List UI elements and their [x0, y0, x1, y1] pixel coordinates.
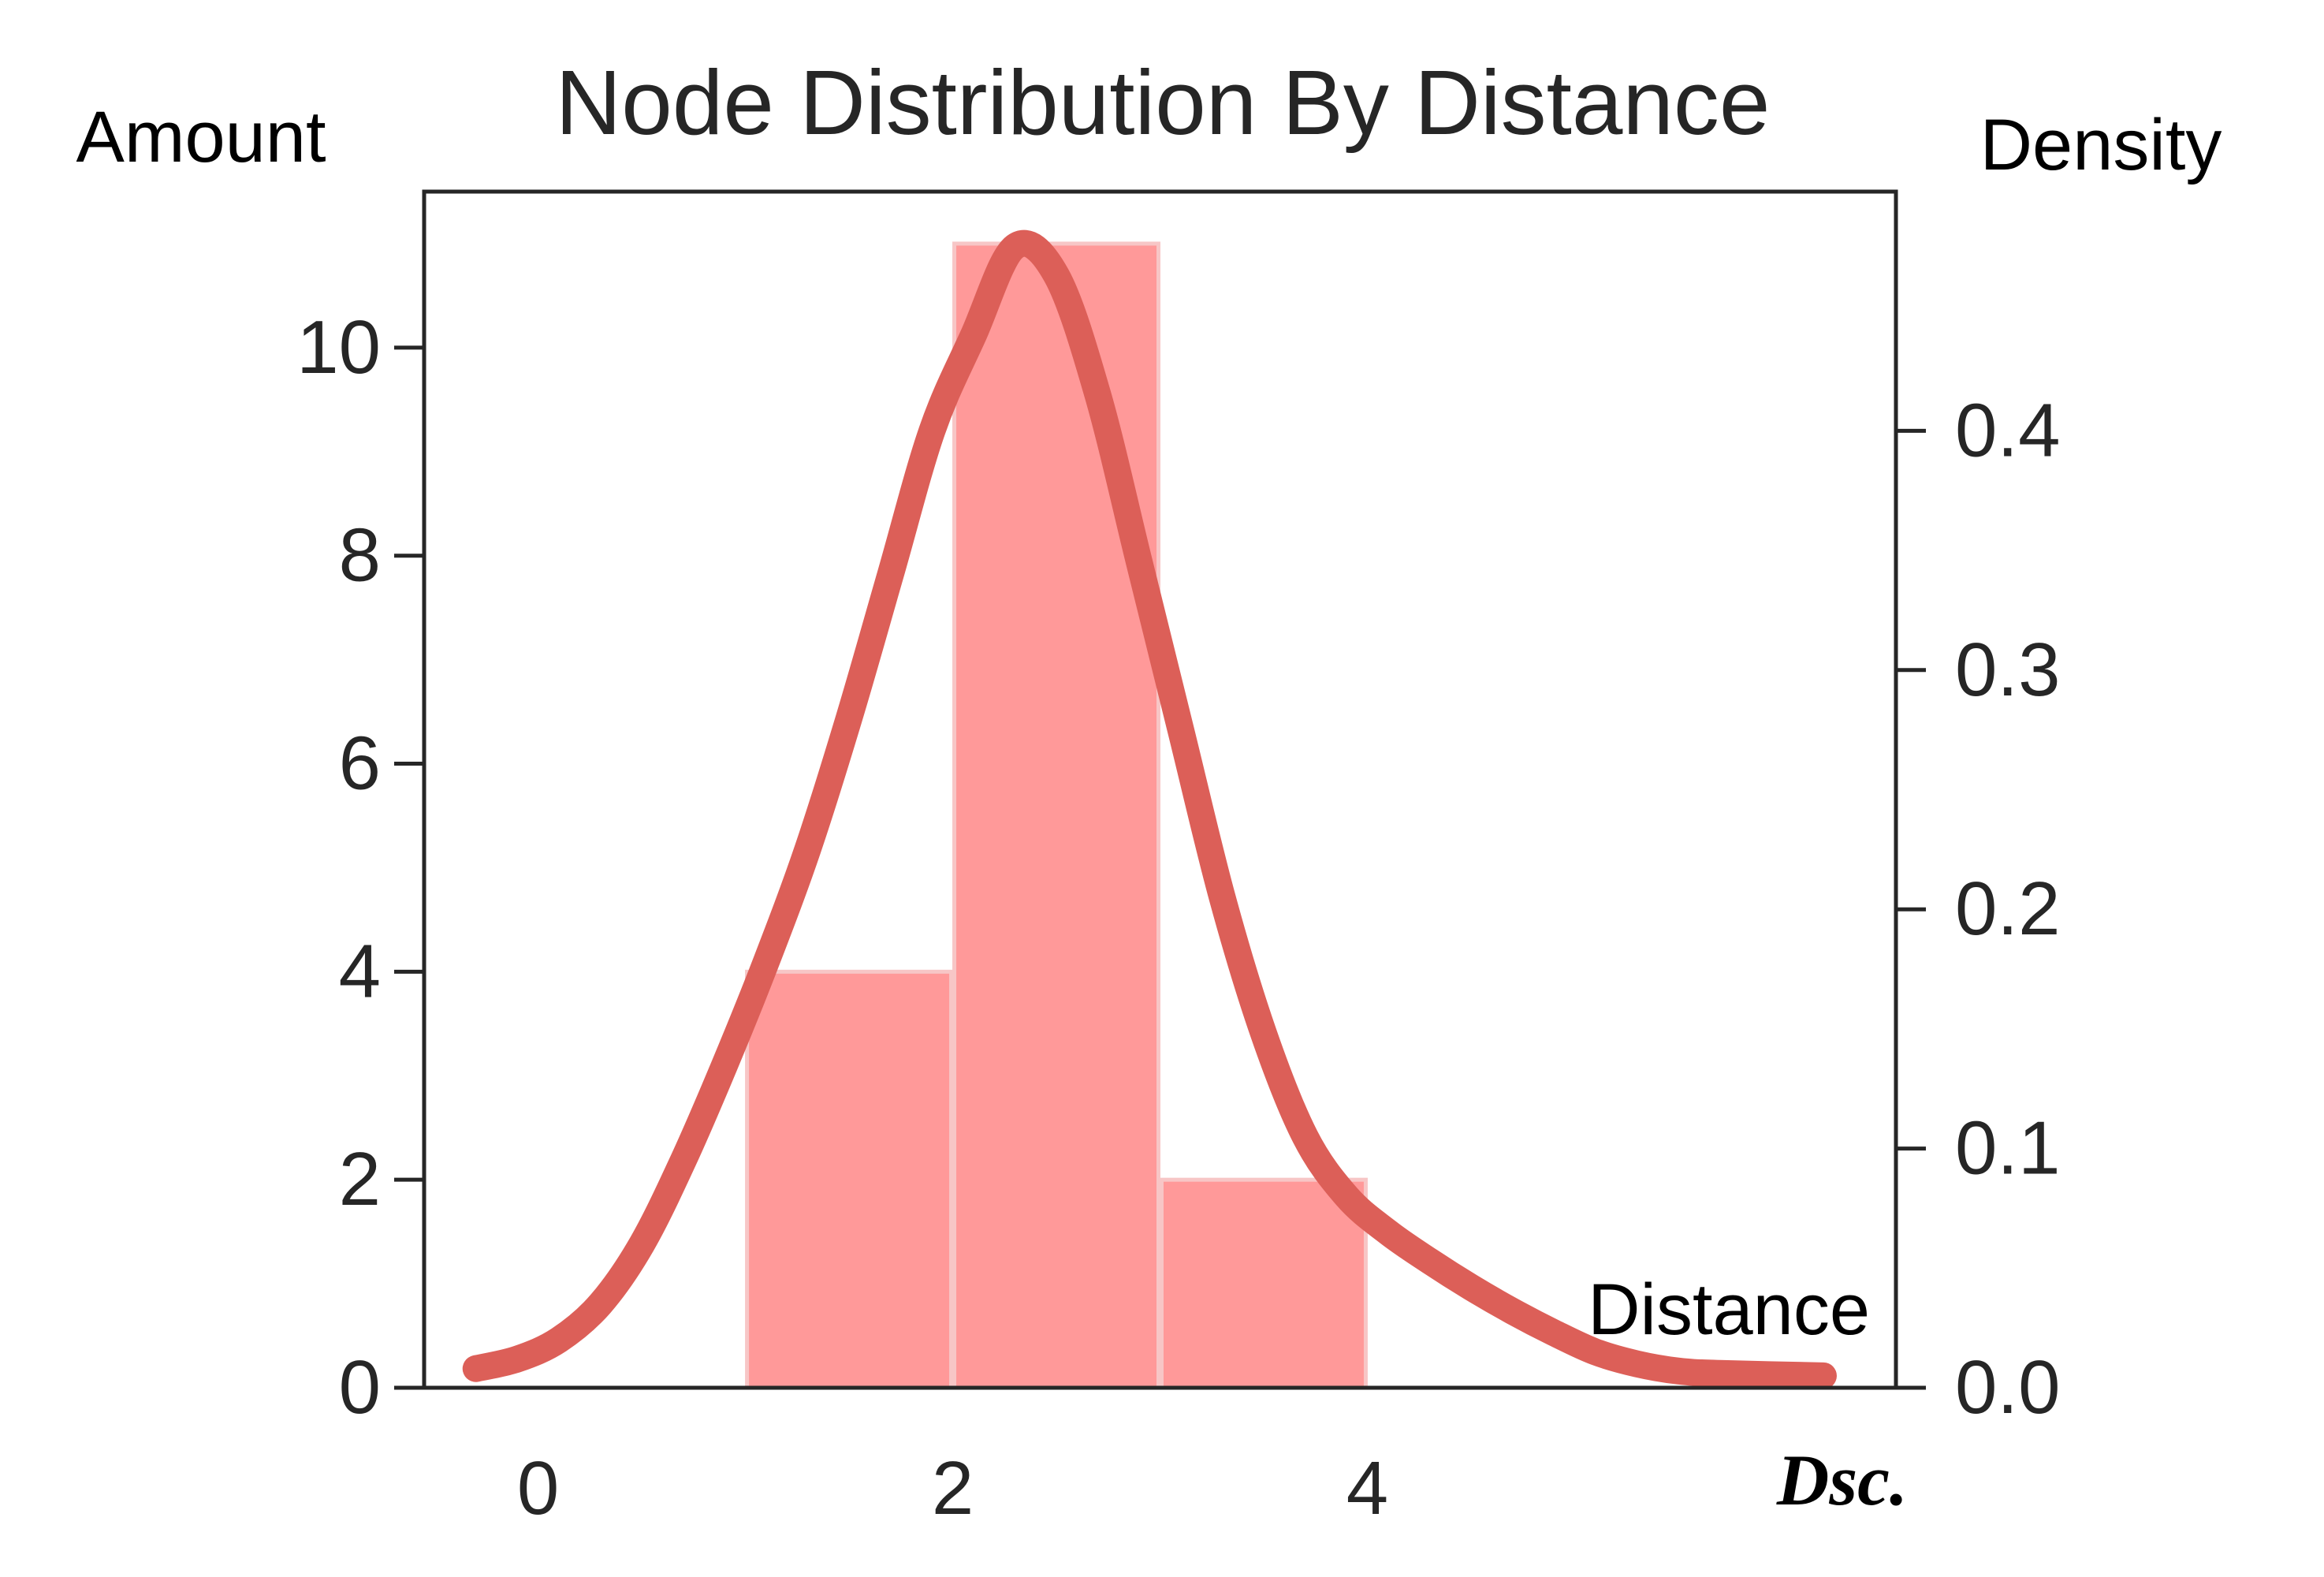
- left-tick-label: 0: [339, 1345, 381, 1430]
- right-tick-label: 0.2: [1955, 867, 2060, 951]
- x-axis-title: Distance: [1588, 1269, 1870, 1350]
- chart-title: Node Distribution By Distance: [556, 51, 1771, 154]
- x-tick-label: 4: [1346, 1446, 1388, 1530]
- right-tick-label: 0.4: [1955, 388, 2060, 472]
- left-tick-label: 2: [339, 1137, 381, 1221]
- y-axis-title: Amount: [76, 97, 326, 177]
- histogram-bar: [1160, 1177, 1368, 1390]
- histogram-bars: [745, 241, 1368, 1390]
- x-tick-label: 2: [932, 1446, 974, 1530]
- histogram-bar: [952, 241, 1160, 1390]
- left-tick-label: 8: [339, 513, 381, 598]
- histogram-bar: [745, 969, 954, 1390]
- left-tick-label: 6: [339, 721, 381, 806]
- plot-frame: [422, 189, 1898, 1390]
- right-axis-ticks: 0.0 0.1 0.2 0.3 0.4: [1896, 388, 2060, 1430]
- x-axis-ticks: 0 2 4: [517, 1446, 1388, 1530]
- density-curve: [462, 229, 1837, 1389]
- left-tick-label: 4: [339, 929, 381, 1013]
- secondary-y-axis-title: Density: [1980, 105, 2222, 185]
- right-tick-label: 0.0: [1955, 1345, 2060, 1430]
- right-tick-label: 0.1: [1955, 1106, 2060, 1191]
- right-tick-label: 0.3: [1955, 628, 2060, 712]
- x-tick-label: 0: [517, 1446, 559, 1530]
- left-tick-label: 10: [296, 305, 381, 390]
- left-axis-ticks: 0 2 4 6 8 10: [296, 305, 424, 1430]
- corner-label: Dsc.: [1776, 1440, 1908, 1520]
